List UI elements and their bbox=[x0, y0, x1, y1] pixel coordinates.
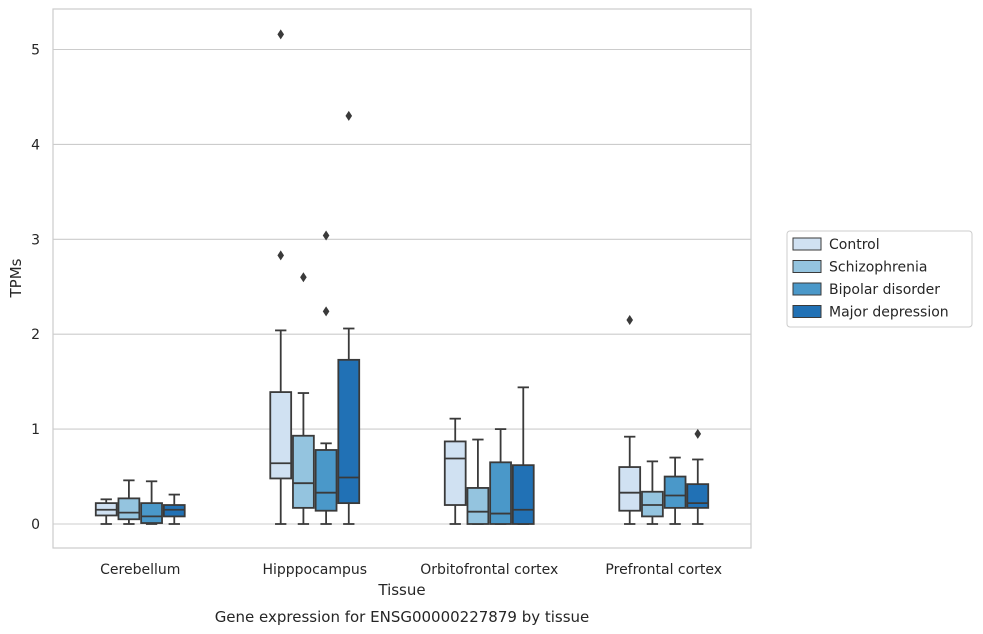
x-tick-label: Cerebellum bbox=[100, 562, 180, 578]
y-tick-label: 3 bbox=[31, 232, 40, 248]
legend-swatch bbox=[792, 282, 822, 296]
iqr-box bbox=[618, 466, 642, 512]
box-prefrontal-cortex-major-depression bbox=[686, 428, 710, 525]
outlier-point bbox=[277, 250, 285, 261]
box-prefrontal-cortex-control bbox=[618, 314, 642, 525]
outlier-point bbox=[322, 230, 330, 241]
outlier-point bbox=[300, 272, 307, 283]
box-hipppocampus-major-depression bbox=[337, 110, 361, 525]
x-tick-label: Prefrontal cortex bbox=[605, 562, 722, 578]
y-tick-label: 5 bbox=[31, 43, 40, 59]
outlier-point bbox=[694, 428, 702, 439]
iqr-box bbox=[269, 391, 293, 480]
legend-swatch bbox=[792, 237, 822, 251]
outlier-point bbox=[322, 306, 330, 317]
y-tick-label: 0 bbox=[31, 517, 40, 533]
box-orbitofrontal-cortex-bipolar-disorder bbox=[489, 428, 512, 525]
x-tick-label: Hipppocampus bbox=[262, 562, 367, 578]
iqr-box bbox=[466, 487, 490, 525]
iqr-box bbox=[314, 449, 338, 512]
iqr-box bbox=[686, 483, 710, 509]
y-tick-label: 2 bbox=[31, 327, 40, 343]
legend-swatch bbox=[792, 305, 822, 318]
iqr-box bbox=[162, 504, 186, 518]
iqr-box bbox=[663, 475, 687, 509]
box-cerebellum-control bbox=[94, 498, 118, 525]
outlier-point bbox=[345, 110, 353, 121]
iqr-box bbox=[337, 358, 361, 505]
iqr-box bbox=[511, 464, 535, 525]
x-tick-label: Orbitofrontal cortex bbox=[420, 562, 558, 578]
iqr-box bbox=[489, 461, 512, 525]
box-hipppocampus-schizophrenia bbox=[292, 272, 315, 525]
box-prefrontal-cortex-bipolar-disorder bbox=[663, 456, 687, 525]
box-orbitofrontal-cortex-major-depression bbox=[511, 386, 535, 525]
iqr-box bbox=[140, 502, 163, 524]
y-axis-label: TPMs bbox=[7, 258, 25, 298]
y-tick-label: 4 bbox=[31, 137, 40, 153]
box-orbitofrontal-cortex-control bbox=[443, 417, 467, 525]
box-prefrontal-cortex-schizophrenia bbox=[641, 460, 664, 525]
legend-label: Bipolar disorder bbox=[829, 282, 940, 298]
iqr-box bbox=[117, 497, 141, 521]
iqr-box bbox=[641, 490, 664, 518]
legend-label: Schizophrenia bbox=[829, 260, 927, 276]
legend-label: Control bbox=[829, 237, 880, 253]
iqr-box bbox=[292, 434, 315, 509]
plot-background bbox=[53, 9, 751, 548]
outlier-point bbox=[277, 29, 285, 40]
outlier-point bbox=[626, 314, 634, 325]
plot-frame bbox=[52, 8, 752, 549]
figure-caption: Gene expression for ENSG00000227879 by t… bbox=[215, 608, 590, 626]
box-orbitofrontal-cortex-schizophrenia bbox=[466, 438, 490, 525]
legend-frame bbox=[786, 230, 973, 328]
legend-swatch bbox=[792, 260, 822, 273]
box-groups bbox=[94, 29, 710, 525]
box-cerebellum-schizophrenia bbox=[117, 479, 141, 525]
box-hipppocampus-bipolar-disorder bbox=[314, 230, 338, 525]
legend: Control Schizophrenia Bipolar disorder Majo… bbox=[786, 230, 973, 328]
box-cerebellum-major-depression bbox=[162, 493, 186, 525]
box-hipppocampus-control bbox=[269, 29, 293, 525]
iqr-box bbox=[443, 440, 467, 506]
x-axis-label: Tissue bbox=[377, 581, 425, 599]
y-tick-label: 1 bbox=[31, 422, 40, 438]
legend-label: Major depression bbox=[829, 305, 949, 321]
box-cerebellum-bipolar-disorder bbox=[140, 480, 163, 525]
y-tick-labels: 0 1 2 3 4 5 bbox=[31, 43, 40, 534]
x-tick-labels: Cerebellum Hipppocampus Orbitofrontal cort… bbox=[100, 562, 722, 578]
